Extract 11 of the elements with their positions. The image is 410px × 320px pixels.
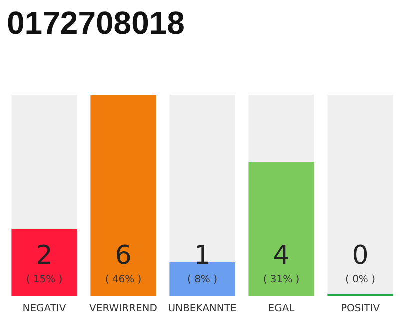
data-label: 4 ( 31% ) — [263, 241, 300, 286]
x-tick-label: NEGATIV — [22, 304, 66, 314]
chart-title: 0172708018 — [7, 5, 185, 41]
x-tick-label: EGAL — [268, 304, 296, 314]
x-tick-label: VERWIRREND — [90, 304, 158, 314]
bar — [170, 262, 236, 296]
data-label: 0 ( 0% ) — [345, 241, 376, 286]
data-label: 2 ( 15% ) — [26, 241, 63, 286]
data-label: 6 ( 46% ) — [105, 241, 142, 286]
x-tick-label: POSITIV — [340, 304, 380, 314]
x-tick-label: UNBEKANNTE — [168, 304, 237, 314]
